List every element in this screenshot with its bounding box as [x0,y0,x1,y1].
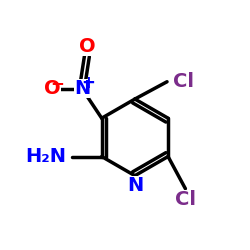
Text: +: + [81,74,95,92]
Text: H₂N: H₂N [25,147,66,166]
Text: Cl: Cl [173,72,194,91]
Text: N: N [127,176,143,196]
Text: O: O [78,37,95,56]
Text: −: − [50,74,64,92]
Text: Cl: Cl [175,190,196,209]
Text: N: N [74,79,90,98]
Text: O: O [44,79,60,98]
